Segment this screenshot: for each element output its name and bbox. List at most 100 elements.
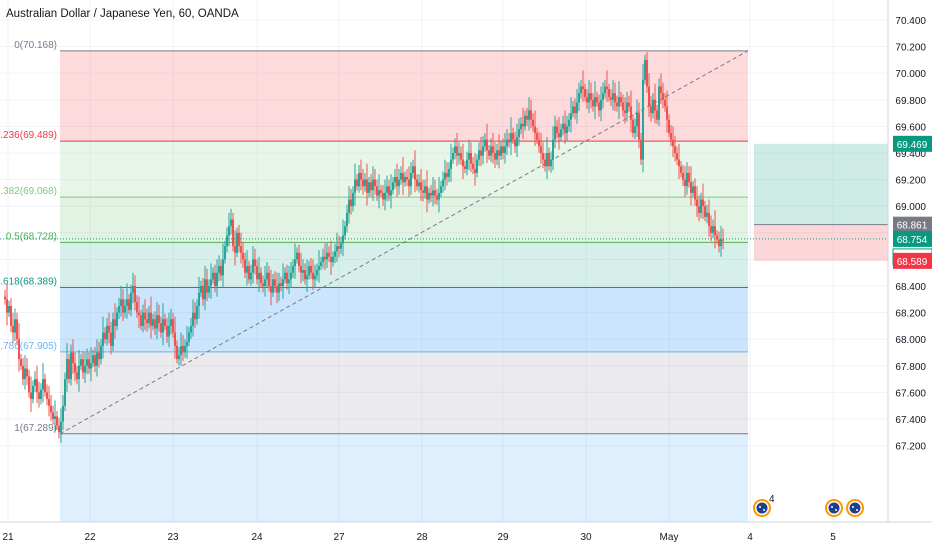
candle <box>424 186 426 193</box>
candle <box>508 139 510 143</box>
candle <box>262 283 264 286</box>
candle <box>512 133 514 140</box>
candle <box>638 113 640 140</box>
candle <box>344 226 346 236</box>
candle <box>90 363 92 369</box>
candle <box>698 206 700 213</box>
candle <box>282 279 284 286</box>
candle <box>718 239 720 247</box>
candle <box>704 206 706 217</box>
candle <box>98 352 100 360</box>
candle <box>52 412 54 419</box>
position-loss-zone[interactable] <box>754 224 888 261</box>
candle <box>624 110 626 114</box>
candle <box>56 416 58 426</box>
candle <box>356 179 358 187</box>
candle <box>670 133 672 140</box>
candle <box>294 259 296 267</box>
fib-trend-line[interactable] <box>59 50 749 435</box>
flag-star <box>852 506 854 508</box>
candle <box>330 256 332 263</box>
candle <box>606 86 608 90</box>
candle <box>634 126 636 134</box>
candle <box>366 179 368 193</box>
candle <box>154 319 156 329</box>
australia-flag-icon <box>849 502 861 514</box>
time-axis[interactable] <box>0 522 932 550</box>
candle <box>384 192 386 200</box>
price-tick-label: 70.400 <box>895 16 926 27</box>
candle <box>66 359 68 380</box>
candle <box>492 146 494 153</box>
australia-flag-icon <box>756 502 768 514</box>
candle <box>630 106 632 120</box>
candle <box>4 296 6 300</box>
candle <box>456 146 458 156</box>
candle <box>248 266 250 280</box>
candle <box>80 359 82 366</box>
fib-zone-extension <box>60 433 748 522</box>
candle <box>560 129 562 138</box>
candle <box>722 239 724 241</box>
price-tick-label: 68.400 <box>895 282 926 293</box>
candle <box>402 172 404 183</box>
candle <box>408 179 410 187</box>
price-tick-label: 69.800 <box>895 96 926 107</box>
candle <box>680 166 682 173</box>
candle <box>556 126 558 134</box>
candle <box>658 86 660 120</box>
candle <box>676 153 678 160</box>
price-axis[interactable] <box>888 0 932 550</box>
candle <box>438 192 440 200</box>
candle <box>628 102 630 107</box>
time-tick-label: 4 <box>747 532 753 543</box>
candle <box>620 97 622 103</box>
candle <box>392 182 394 191</box>
candle <box>240 246 242 253</box>
candle <box>312 272 314 280</box>
candle <box>190 325 192 333</box>
candle <box>696 199 698 207</box>
candle <box>432 190 434 196</box>
candle <box>82 359 84 373</box>
candle <box>702 199 704 207</box>
candle <box>212 272 214 280</box>
candle <box>494 153 496 160</box>
candle <box>152 319 154 326</box>
position-profit-zone[interactable] <box>754 143 888 225</box>
candle <box>244 259 246 273</box>
candle <box>510 133 512 143</box>
candle <box>204 279 206 300</box>
candle <box>552 139 554 160</box>
candle <box>688 172 690 183</box>
candle <box>694 186 696 200</box>
candle <box>12 325 14 333</box>
fib-level-label: 0.786(67.905) <box>0 341 57 352</box>
candle <box>336 246 338 252</box>
time-tick-label: 29 <box>497 532 509 543</box>
candle <box>502 146 504 153</box>
time-tick-label: 22 <box>84 532 96 543</box>
fib-zone-0.382 <box>60 197 748 243</box>
candle <box>226 235 228 247</box>
candle <box>550 159 552 167</box>
fib-zone-0.5 <box>60 242 748 288</box>
candle <box>264 279 266 286</box>
candle <box>538 139 540 147</box>
candle <box>268 272 270 286</box>
candle <box>716 235 718 240</box>
price-tick-label: 69.200 <box>895 176 926 187</box>
candle <box>540 146 542 153</box>
candle <box>180 345 182 356</box>
candle <box>110 332 112 346</box>
candle <box>374 179 376 187</box>
candle <box>18 339 20 360</box>
candle <box>516 137 518 147</box>
candle <box>238 232 240 247</box>
candle <box>160 323 162 333</box>
candle <box>442 179 444 187</box>
candle <box>194 312 196 320</box>
candle <box>348 199 350 213</box>
